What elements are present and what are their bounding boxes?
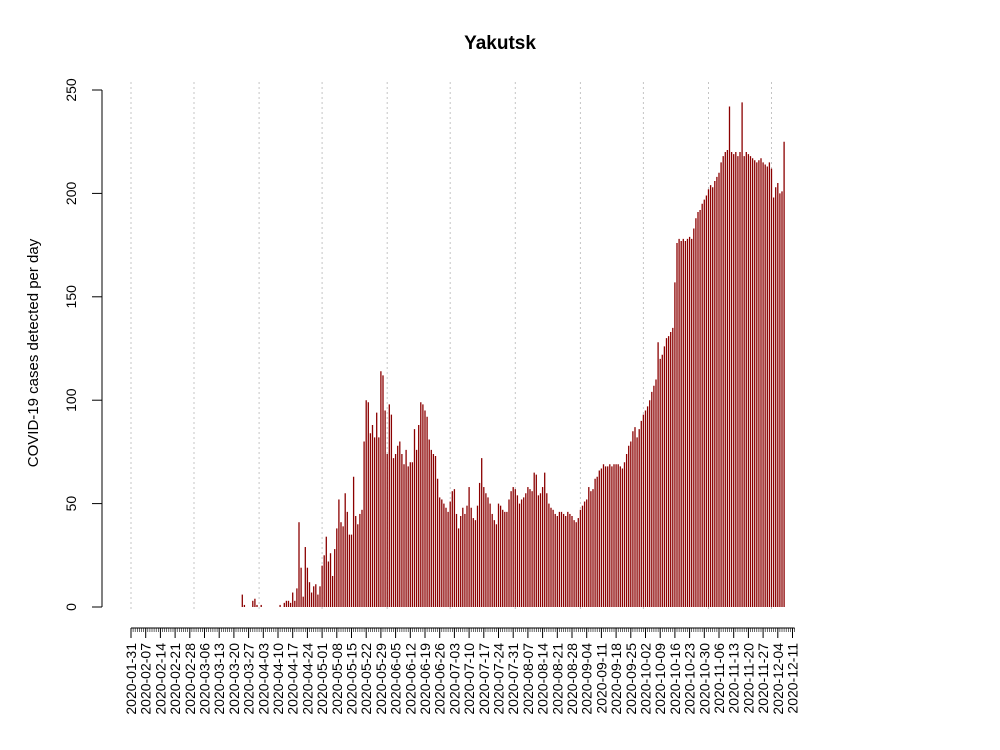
x-tick-label: 2020-05-01 (314, 643, 330, 715)
x-tick-label: 2020-05-29 (373, 643, 389, 715)
x-tick-label: 2020-01-31 (123, 643, 139, 715)
y-tick-label: 50 (63, 496, 79, 512)
x-tick-label: 2020-08-28 (564, 643, 580, 715)
x-tick-label: 2020-11-27 (755, 643, 771, 714)
x-tick-label: 2020-05-08 (329, 643, 345, 715)
x-tick-label: 2020-10-23 (682, 643, 698, 715)
x-tick-label: 2020-07-03 (446, 643, 462, 715)
x-tick-label: 2020-06-12 (402, 643, 418, 715)
x-tick-label: 2020-03-13 (211, 643, 227, 715)
x-tick-label: 2020-08-21 (549, 643, 565, 715)
x-tick-label: 2020-05-22 (358, 643, 374, 715)
x-tick-label: 2020-09-04 (579, 643, 595, 715)
chart-title: Yakutsk (464, 33, 536, 54)
y-tick-label: 200 (63, 182, 79, 206)
x-tick-label: 2020-08-07 (520, 643, 536, 715)
x-tick-label: 2020-07-24 (491, 643, 507, 715)
x-tick-label: 2020-09-18 (608, 643, 624, 715)
x-tick-label: 2020-10-02 (638, 643, 654, 715)
x-tick-label: 2020-05-15 (344, 643, 360, 715)
x-tick-label: 2020-12-04 (770, 643, 786, 715)
x-tick-label: 2020-11-13 (726, 643, 742, 714)
x-tick-label: 2020-04-17 (285, 643, 301, 715)
x-tick-label: 2020-06-05 (388, 643, 404, 715)
x-tick-label: 2020-02-21 (167, 643, 183, 715)
x-tick-label: 2020-06-19 (417, 643, 433, 715)
y-axis: 0 50 100 150 200 250 (63, 78, 103, 611)
x-tick-label: 2020-12-11 (785, 643, 801, 714)
y-tick-label: 0 (63, 603, 79, 611)
x-axis: 2020-01-312020-02-072020-02-142020-02-21… (123, 627, 801, 715)
x-tick-label: 2020-11-20 (740, 643, 756, 714)
x-tick-label: 2020-07-10 (461, 643, 477, 715)
x-tick-label: 2020-10-16 (667, 643, 683, 715)
x-tick-label: 2020-04-24 (299, 643, 315, 715)
x-tick-label: 2020-02-07 (138, 643, 154, 715)
x-tick-label: 2020-08-14 (535, 643, 551, 715)
bars (241, 102, 785, 607)
y-tick-label: 250 (63, 78, 79, 102)
y-axis-label: COVID-19 cases detected per day (25, 238, 42, 467)
x-tick-label: 2020-09-11 (593, 643, 609, 714)
x-tick-label: 2020-02-14 (152, 643, 168, 715)
y-tick-label: 150 (63, 285, 79, 309)
x-tick-label: 2020-07-31 (505, 643, 521, 715)
x-tick-label: 2020-10-30 (696, 643, 712, 715)
x-tick-label: 2020-02-28 (182, 643, 198, 715)
x-tick-label: 2020-03-06 (197, 643, 213, 715)
x-tick-label: 2020-03-20 (226, 643, 242, 715)
x-tick-label: 2020-04-03 (255, 643, 271, 715)
x-tick-label: 2020-03-27 (241, 643, 257, 715)
x-tick-label: 2020-10-09 (652, 643, 668, 715)
x-tick-label: 2020-04-10 (270, 643, 286, 715)
x-tick-label: 2020-07-17 (476, 643, 492, 715)
x-tick-label: 2020-11-06 (711, 643, 727, 714)
x-tick-label: 2020-06-26 (432, 643, 448, 715)
y-tick-label: 100 (63, 388, 79, 412)
x-tick-label: 2020-09-25 (623, 643, 639, 715)
